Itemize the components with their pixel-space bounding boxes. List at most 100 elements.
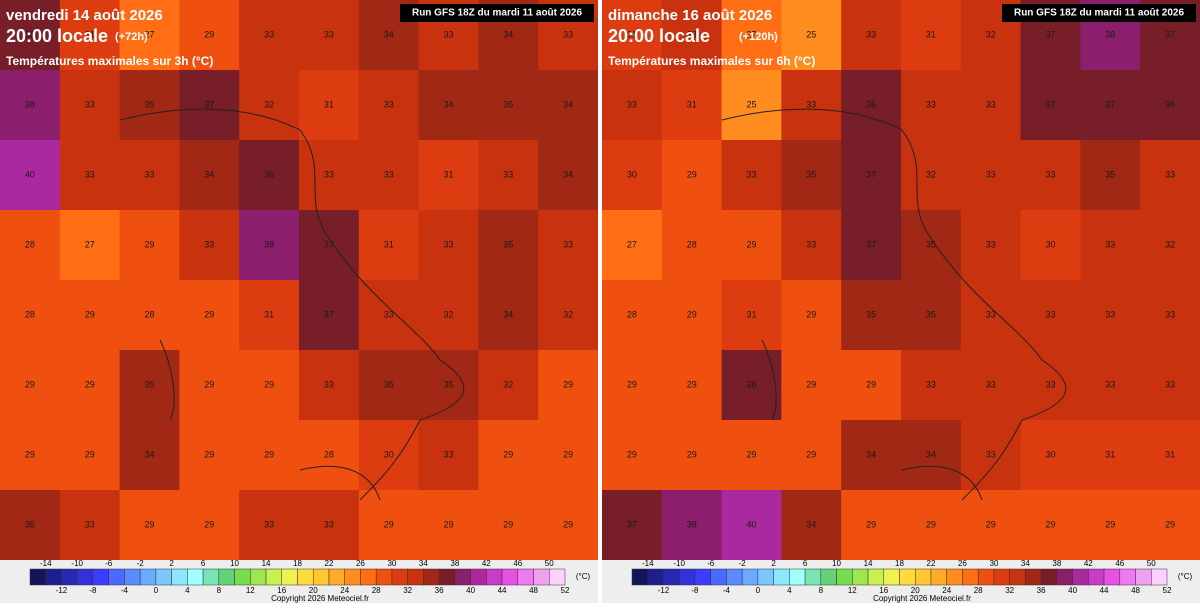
legend-tick: 44 — [1100, 586, 1109, 595]
temperature-value: 29 — [144, 519, 154, 529]
temperature-cell — [841, 280, 902, 351]
legend-swatch — [312, 568, 330, 586]
legend-tick: 48 — [1131, 586, 1140, 595]
legend-unit: (°C) — [1178, 572, 1193, 581]
temperature-value: 29 — [687, 449, 697, 459]
legend-unit: (°C) — [576, 572, 591, 581]
temperature-cell — [0, 350, 61, 421]
legend-swatch — [218, 568, 235, 586]
temperature-value: 29 — [806, 309, 816, 319]
temperature-cell — [841, 0, 902, 71]
temperature-cell — [602, 350, 663, 421]
temperature-value: 29 — [926, 519, 936, 529]
legend-swatch — [804, 568, 822, 586]
temperature-value: 33 — [1165, 169, 1175, 179]
legend-tick: 12 — [246, 586, 255, 595]
legend-tick: 46 — [513, 559, 522, 568]
legend-swatch — [836, 568, 853, 586]
temperature-cell — [661, 350, 723, 421]
panel-divider — [598, 0, 602, 603]
temperature-cell — [1140, 490, 1200, 561]
temperature-cell — [59, 70, 121, 141]
temperature-cell — [1020, 490, 1081, 561]
legend-tick: 8 — [819, 586, 824, 595]
temperature-cell — [119, 490, 180, 561]
temperature-value: 38 — [25, 99, 35, 109]
legend-tick: 30 — [387, 559, 396, 568]
temperature-value: 40 — [25, 169, 35, 179]
temperature-value: 29 — [746, 449, 756, 459]
legend-swatch — [1088, 568, 1105, 586]
temperature-value: 31 — [1165, 449, 1175, 459]
legend-swatch — [61, 568, 78, 586]
temperature-value: 35 — [926, 239, 936, 249]
temperature-cell — [478, 210, 539, 281]
legend-swatch — [1103, 568, 1121, 586]
temperature-cell — [0, 490, 61, 561]
legend-tick: 44 — [498, 586, 507, 595]
legend-tick: 4 — [787, 586, 792, 595]
temperature-cell — [538, 490, 599, 561]
legend-swatch — [1040, 568, 1058, 586]
temperature-value: 33 — [806, 239, 816, 249]
legend-tick: 2 — [771, 559, 776, 568]
temperature-value: 33 — [1045, 379, 1055, 389]
temperature-value: 33 — [144, 169, 154, 179]
legend-swatch — [1151, 568, 1168, 586]
legend-tick: -14 — [40, 559, 52, 568]
temperature-value: 31 — [85, 29, 95, 39]
temperature-value: 33 — [324, 379, 334, 389]
temperature-cell — [841, 70, 902, 141]
temperature-value: 34 — [866, 449, 876, 459]
legend-tick: 12 — [848, 586, 857, 595]
temperature-value: 27 — [144, 29, 154, 39]
temperature-cell — [59, 140, 121, 211]
temperature-cell — [661, 210, 723, 281]
temperature-cell — [299, 420, 360, 491]
temperature-cell — [661, 490, 723, 561]
temperature-cell — [0, 0, 61, 71]
temperature-value: 29 — [563, 449, 573, 459]
legend-swatch — [663, 568, 680, 586]
legend-swatch — [171, 568, 188, 586]
temperature-cell — [538, 350, 599, 421]
temperature-value: 33 — [563, 239, 573, 249]
legend-swatch — [486, 568, 503, 586]
legend-swatch — [454, 568, 471, 586]
temperature-value: 33 — [806, 99, 816, 109]
temperature-value: 33 — [687, 29, 697, 39]
temperature-value: 33 — [926, 99, 936, 109]
temperature-value: 33 — [926, 379, 936, 389]
temperature-value: 33 — [1105, 379, 1115, 389]
temperature-value: 33 — [85, 99, 95, 109]
temperature-value: 33 — [324, 29, 334, 39]
legend-tick: 34 — [419, 559, 428, 568]
temperature-cell — [358, 490, 420, 561]
temperature-cell — [0, 140, 61, 211]
temperature-value: 31 — [384, 239, 394, 249]
temperature-value: 34 — [204, 169, 214, 179]
temperature-value: 38 — [264, 239, 274, 249]
legend-tick: 18 — [293, 559, 302, 568]
temperature-value: 33 — [986, 309, 996, 319]
temperature-value: 32 — [1165, 239, 1175, 249]
temperature-cell — [119, 210, 180, 281]
legend-swatch — [438, 568, 456, 586]
temperature-value: 29 — [806, 379, 816, 389]
temperature-value: 25 — [746, 99, 756, 109]
legend-swatch — [647, 568, 664, 586]
map-subtitle: Températures maximales sur 3h (°C) — [6, 54, 213, 68]
legend-swatch — [867, 568, 885, 586]
temperature-cell — [721, 490, 782, 561]
temperature-cell — [59, 0, 121, 71]
temperature-value: 37 — [204, 99, 214, 109]
temperature-value: 29 — [204, 519, 214, 529]
temperature-value: 28 — [324, 449, 334, 459]
temperature-cell — [119, 420, 180, 491]
temperature-cell — [478, 280, 539, 351]
temperature-value: 37 — [324, 309, 334, 319]
legend-swatch — [962, 568, 979, 586]
legend-swatch — [328, 568, 345, 586]
temperature-value: 38 — [1105, 29, 1115, 39]
temperature-cell — [1140, 70, 1200, 141]
